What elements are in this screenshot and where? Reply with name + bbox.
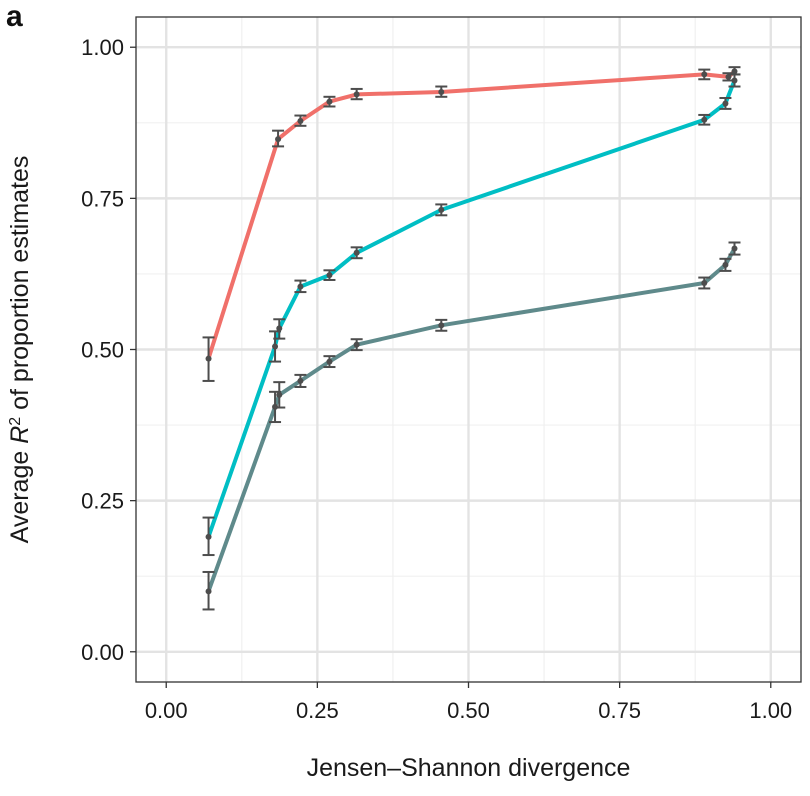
x-tick-label: 0.75 [598,698,641,723]
data-point [326,98,333,105]
data-point [326,272,333,279]
data-point [438,206,445,213]
x-axis-label: Jensen–Shannon divergence [307,754,631,782]
data-point [438,88,445,95]
x-tick-label: 0.50 [447,698,490,723]
data-point [297,117,304,124]
data-point [276,325,283,332]
series-2 [202,73,741,557]
data-point [701,71,708,78]
data-point [276,391,283,398]
y-tick-label: 0.25 [81,489,124,514]
data-point [275,136,282,143]
x-tick-label: 0.00 [145,698,188,723]
data-point [205,355,212,362]
y-axis-label: Average R2 of proportion estimates [6,156,34,544]
data-point [722,261,729,268]
series-layer [202,66,741,611]
data-point [205,533,212,540]
data-point [731,245,738,252]
y-axis-label-prefix: Average [6,444,34,544]
data-point [722,100,729,107]
data-point [353,249,360,256]
y-tick-label: 0.50 [81,338,124,363]
series-line [206,78,737,539]
y-axis-label-superscript: 2 [7,417,24,426]
data-point [731,68,738,75]
data-point [205,588,212,595]
axis-layer: 0.00 0.25 0.50 0.75 1.00 0.00 0.25 0.50 0.75 1.00 [81,35,792,723]
data-point [731,77,738,84]
x-tick-label: 0.25 [296,698,339,723]
data-point [353,91,360,98]
y-tick-label: 1.00 [81,35,124,60]
y-axis-label-variable: R [6,426,34,444]
data-point [297,283,304,290]
x-tick-label: 1.00 [749,698,792,723]
grid-layer [136,17,801,682]
data-point [438,322,445,329]
y-tick-label: 0.00 [81,640,124,665]
data-point [701,280,708,286]
data-point [353,341,360,348]
series-line [206,246,737,594]
data-point [297,377,304,384]
data-point [272,343,279,350]
y-axis-label-suffix: of proportion estimates [6,156,34,417]
series-1 [202,66,741,382]
y-tick-label: 0.75 [81,186,124,211]
data-point [701,116,708,123]
panel-label: a [6,0,23,33]
data-point [326,358,333,365]
series-3 [202,241,741,611]
